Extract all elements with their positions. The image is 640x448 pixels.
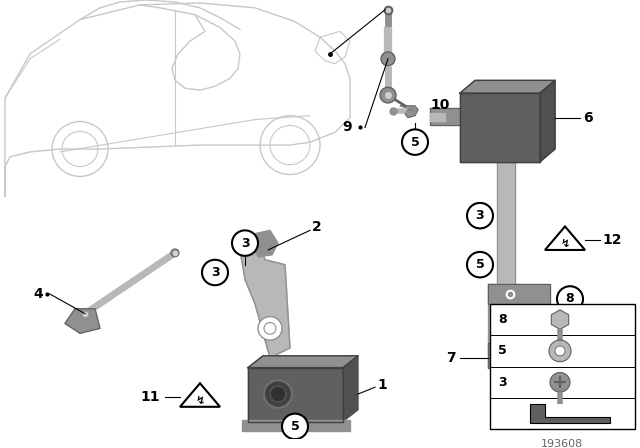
Circle shape: [270, 386, 286, 402]
Text: 11: 11: [141, 390, 160, 404]
Polygon shape: [551, 310, 569, 329]
Polygon shape: [430, 108, 462, 125]
Circle shape: [549, 340, 571, 362]
Polygon shape: [497, 162, 515, 284]
Polygon shape: [460, 80, 555, 93]
Circle shape: [557, 335, 583, 361]
Circle shape: [171, 249, 179, 257]
Text: 8: 8: [566, 293, 574, 306]
Polygon shape: [180, 383, 220, 407]
Circle shape: [264, 323, 276, 334]
Polygon shape: [240, 245, 290, 358]
Polygon shape: [540, 80, 555, 162]
Text: 3: 3: [476, 209, 484, 222]
Circle shape: [381, 52, 395, 66]
Circle shape: [264, 380, 292, 408]
Polygon shape: [545, 226, 585, 250]
Text: ↯: ↯: [195, 396, 205, 406]
Text: 7: 7: [446, 351, 456, 365]
Text: ↯: ↯: [560, 239, 570, 249]
Circle shape: [81, 310, 89, 318]
Circle shape: [557, 286, 583, 312]
Circle shape: [202, 260, 228, 285]
Text: 9: 9: [342, 121, 352, 134]
Text: 5: 5: [411, 136, 419, 149]
Polygon shape: [248, 356, 358, 368]
Circle shape: [282, 414, 308, 439]
Polygon shape: [248, 368, 343, 422]
Text: 5: 5: [291, 420, 300, 433]
Text: 5: 5: [498, 345, 507, 358]
Circle shape: [555, 346, 565, 356]
Polygon shape: [65, 309, 100, 333]
Polygon shape: [488, 343, 550, 368]
Text: 193608: 193608: [541, 439, 583, 448]
Text: 8: 8: [498, 313, 507, 326]
Text: 6: 6: [583, 111, 593, 125]
Polygon shape: [530, 404, 610, 423]
Text: 3: 3: [211, 266, 220, 279]
Circle shape: [402, 129, 428, 155]
Polygon shape: [460, 93, 540, 162]
Text: 2: 2: [312, 220, 322, 234]
Circle shape: [550, 372, 570, 392]
Text: 8: 8: [566, 341, 574, 354]
Text: 4: 4: [33, 287, 43, 301]
Circle shape: [467, 252, 493, 277]
Polygon shape: [343, 356, 358, 422]
FancyBboxPatch shape: [490, 304, 635, 429]
Polygon shape: [242, 419, 350, 431]
Text: 1: 1: [377, 378, 387, 392]
Text: 3: 3: [241, 237, 250, 250]
Circle shape: [232, 230, 258, 256]
Text: 12: 12: [602, 233, 621, 247]
Polygon shape: [488, 284, 550, 304]
Polygon shape: [488, 284, 520, 368]
Polygon shape: [400, 106, 418, 118]
Circle shape: [467, 203, 493, 228]
Polygon shape: [248, 230, 278, 257]
Polygon shape: [430, 113, 445, 121]
Text: 10: 10: [430, 98, 449, 112]
Text: 5: 5: [476, 258, 484, 271]
Text: 3: 3: [498, 376, 507, 389]
Circle shape: [380, 87, 396, 103]
Circle shape: [258, 317, 282, 340]
